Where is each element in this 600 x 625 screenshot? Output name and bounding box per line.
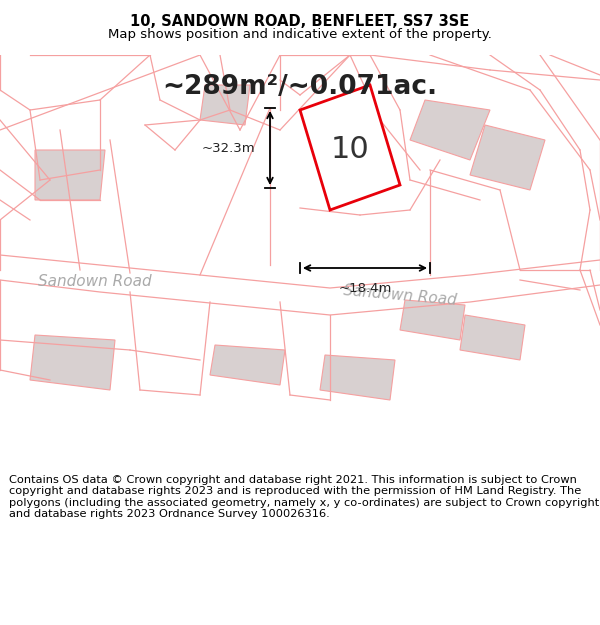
Polygon shape (460, 315, 525, 360)
Polygon shape (410, 100, 490, 160)
Text: 10: 10 (331, 136, 370, 164)
Text: Sandown Road: Sandown Road (38, 274, 152, 289)
Polygon shape (320, 355, 395, 400)
Polygon shape (470, 125, 545, 190)
Polygon shape (400, 300, 465, 340)
Polygon shape (35, 150, 105, 200)
Text: ~289m²/~0.071ac.: ~289m²/~0.071ac. (163, 74, 437, 100)
Polygon shape (30, 335, 115, 390)
Text: 10, SANDOWN ROAD, BENFLEET, SS7 3SE: 10, SANDOWN ROAD, BENFLEET, SS7 3SE (130, 14, 470, 29)
Text: Contains OS data © Crown copyright and database right 2021. This information is : Contains OS data © Crown copyright and d… (9, 474, 599, 519)
Polygon shape (200, 85, 250, 125)
Polygon shape (210, 345, 285, 385)
Text: ~18.4m: ~18.4m (338, 282, 392, 295)
Polygon shape (300, 85, 400, 210)
Text: Sandown Road: Sandown Road (343, 282, 457, 308)
Text: Map shows position and indicative extent of the property.: Map shows position and indicative extent… (108, 28, 492, 41)
Text: ~32.3m: ~32.3m (202, 141, 255, 154)
